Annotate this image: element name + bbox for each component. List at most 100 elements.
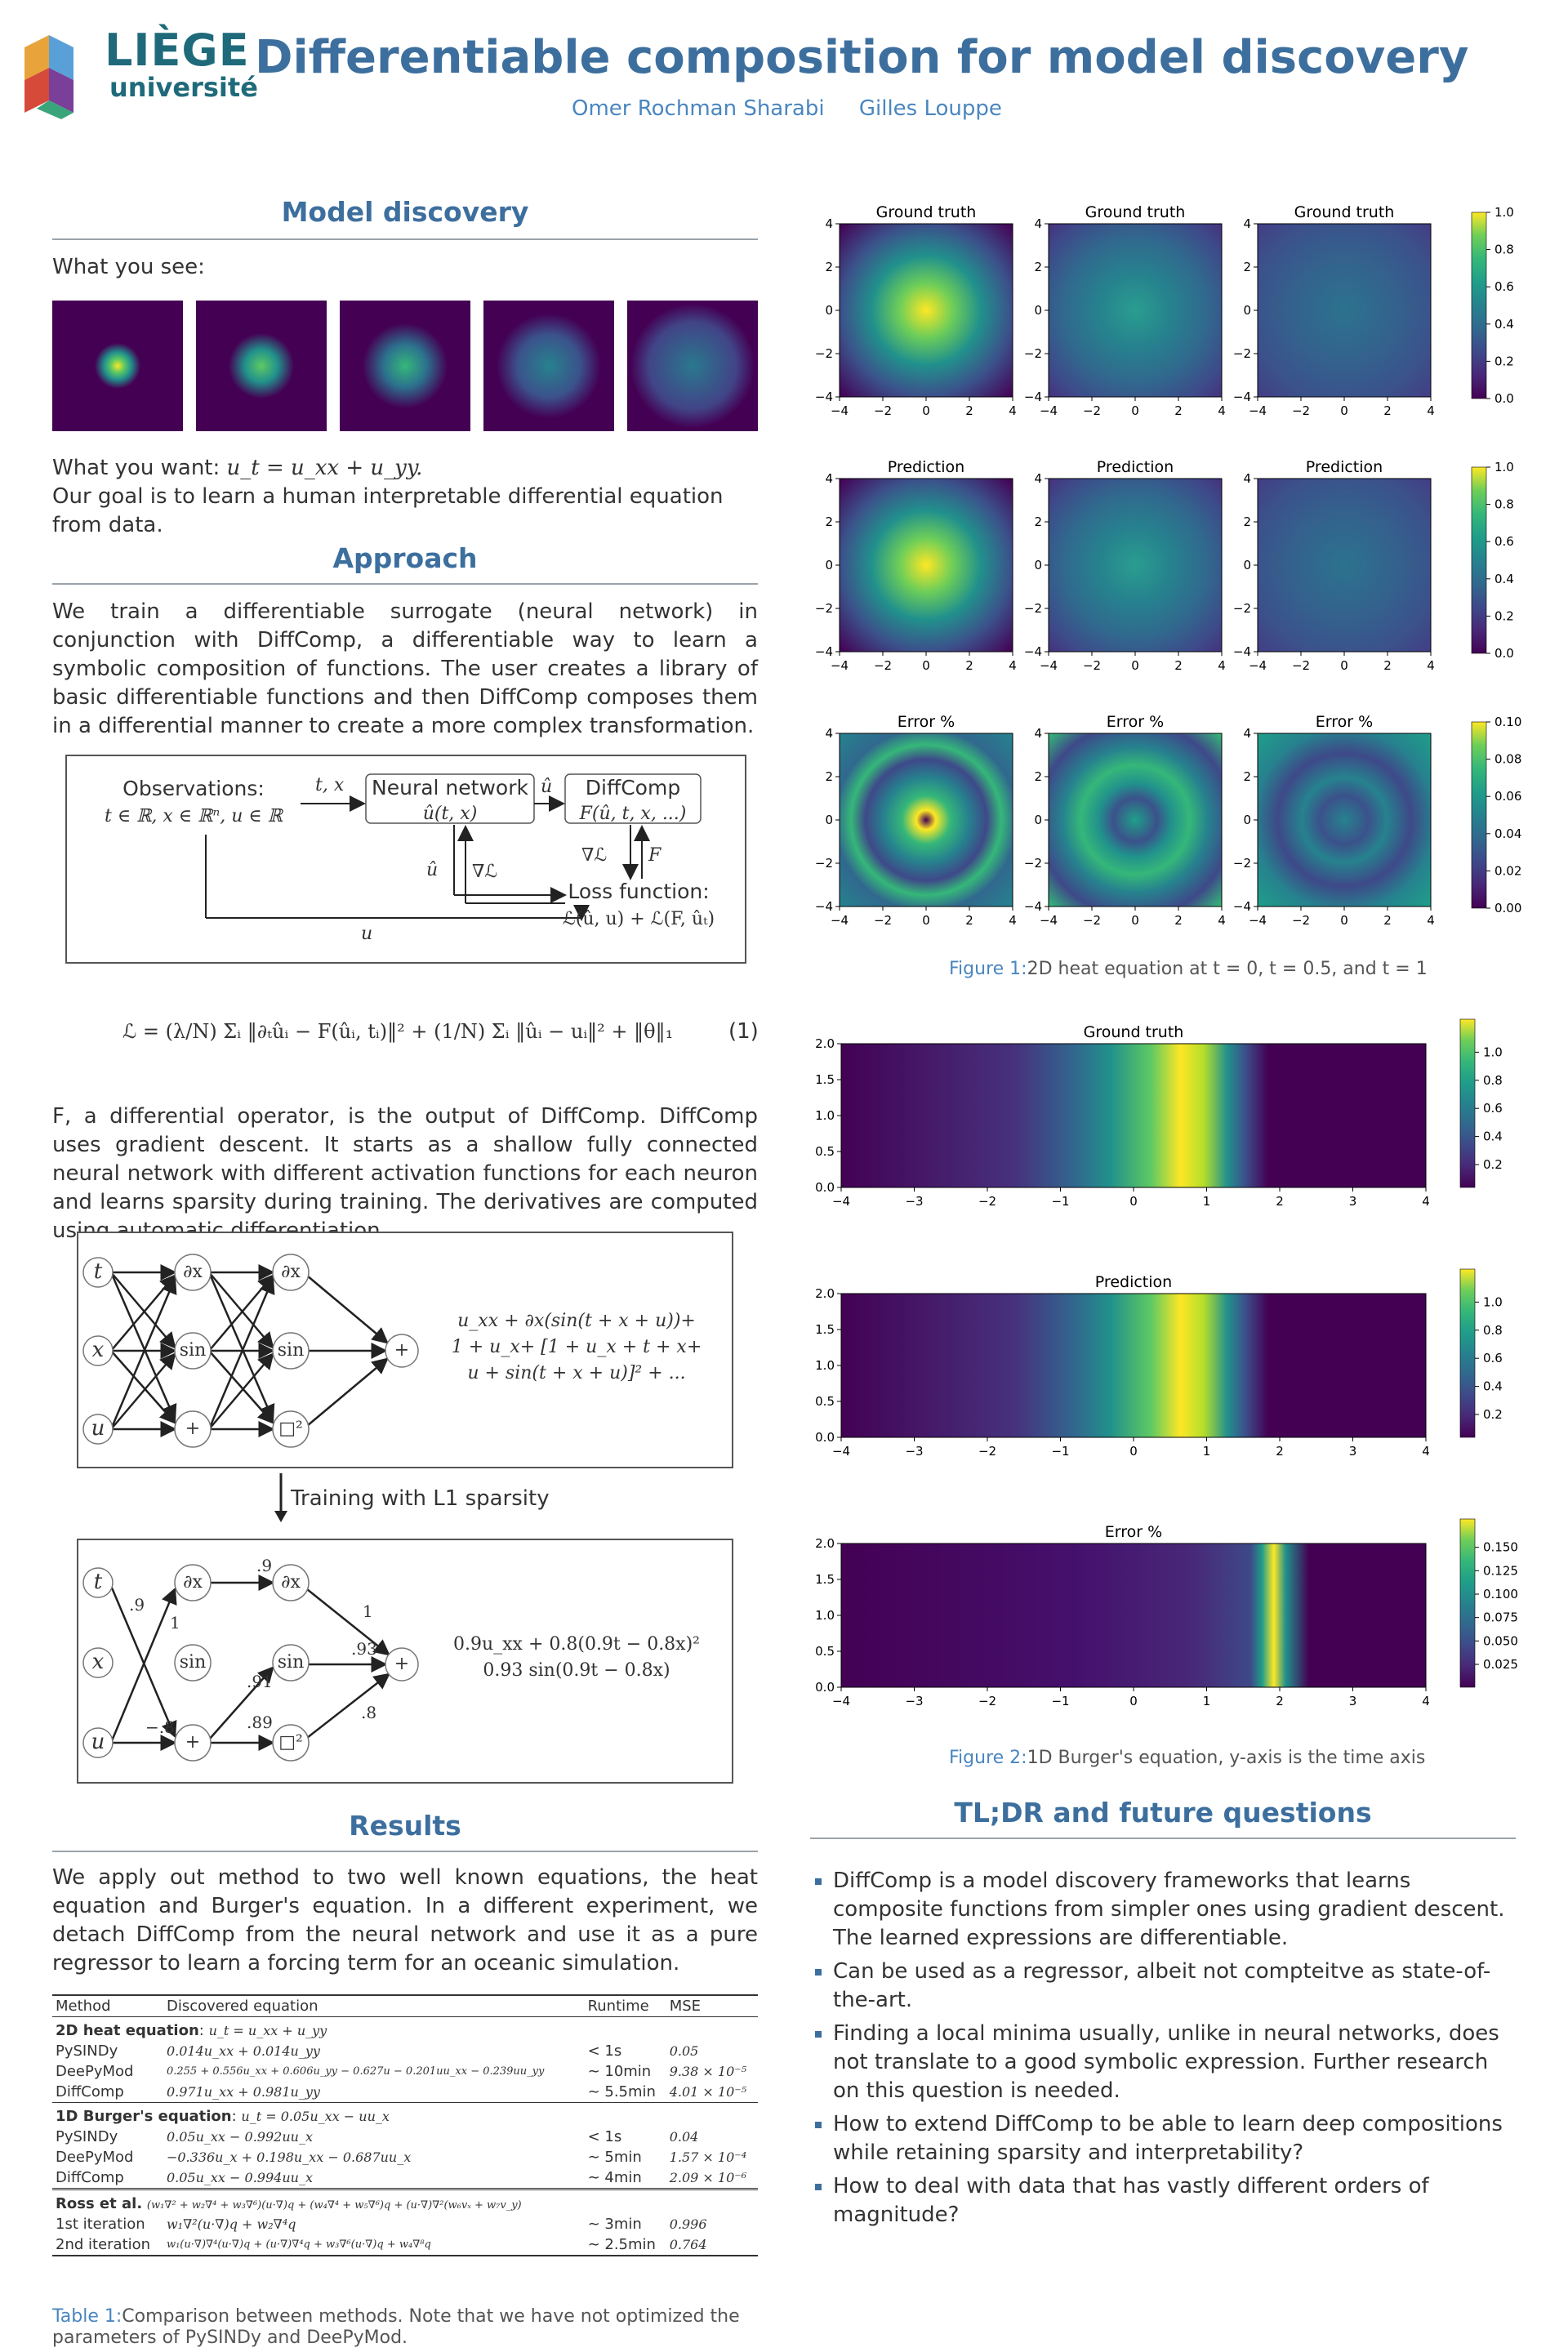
panel-title: Error % xyxy=(1107,713,1164,731)
x-tick-label: −2 xyxy=(1083,403,1101,418)
colorbar-tick-label: 0.04 xyxy=(1494,826,1521,841)
x-tick-label: 1 xyxy=(1203,1694,1211,1708)
colorbar-tick-label: 0.0 xyxy=(1494,391,1514,406)
y-tick-label: 4 xyxy=(1243,216,1251,231)
x-tick-label: 3 xyxy=(1349,1694,1357,1708)
section-rule xyxy=(52,238,758,240)
x-tick-label: 2 xyxy=(1383,658,1392,673)
training-label: Training with L1 sparsity xyxy=(291,1486,550,1511)
node-input-t: t xyxy=(93,1570,103,1594)
figure-2-heatmaps: Ground truth −4 −3 −2 −1 0 1 2 3 4 0.0 0.5 1.0 1.5 2.0… xyxy=(815,1018,1518,1708)
heatmap-panel xyxy=(1257,223,1432,398)
x-tick-label: 4 xyxy=(1218,913,1226,928)
y-tick-label: −2 xyxy=(1233,346,1251,361)
equation-number: (1) xyxy=(728,1019,759,1044)
group-heat: 2D heat equation: u_t = u_xx + u_yy xyxy=(56,2022,327,2039)
y-tick-label: 4 xyxy=(825,471,833,486)
node-l1-derivative: ∂x xyxy=(183,1572,203,1592)
panel-title: Prediction xyxy=(888,458,964,476)
x-tick-label: −4 xyxy=(832,1694,850,1708)
panel-title: Prediction xyxy=(1095,1273,1172,1291)
node-input-x: x xyxy=(91,1650,105,1674)
y-tick-label: −2 xyxy=(815,601,833,616)
colorbar-tick-label: 0.8 xyxy=(1494,243,1514,257)
neural-network-box: Neural network û(t, x) xyxy=(372,776,528,824)
y-tick-label: 2 xyxy=(1034,769,1042,784)
y-tick-label: 0 xyxy=(1243,558,1251,572)
table-row: DiffComp 0.971u_xx + 0.981u_yy ∼ 5.5min 4.0… xyxy=(52,2082,758,2103)
y-tick-label: 0.5 xyxy=(815,1394,835,1409)
y-tick-label: −4 xyxy=(815,644,833,659)
x-tick-label: −2 xyxy=(1292,403,1310,418)
x-tick-label: 4 xyxy=(1218,658,1226,673)
panel-title: Error % xyxy=(1316,713,1373,731)
x-tick-label: 4 xyxy=(1009,913,1017,928)
approach-diagram-arrows xyxy=(205,773,702,921)
colorbar-tick-label: 0.02 xyxy=(1494,863,1521,878)
colorbar-tick-label: 1.0 xyxy=(1483,1294,1503,1309)
university-logo xyxy=(24,35,74,119)
y-tick-label: 0.0 xyxy=(815,1680,835,1695)
weight-label: .91 xyxy=(247,1672,273,1691)
approach-heading: Approach xyxy=(332,542,478,574)
node-l1-sin: sin xyxy=(179,1652,207,1673)
y-tick-label: 1.0 xyxy=(815,1358,835,1373)
results-table: Method Discovered equation Runtime MSE 2… xyxy=(52,1994,758,2256)
x-tick-label: −1 xyxy=(1051,1444,1069,1459)
y-tick-label: 4 xyxy=(1034,216,1042,231)
y-tick-label: 1.5 xyxy=(815,1572,835,1587)
x-tick-label: 2 xyxy=(1383,913,1392,928)
x-tick-label: 2 xyxy=(1276,1694,1284,1708)
y-tick-label: 0.0 xyxy=(815,1180,835,1195)
y-tick-label: 0.5 xyxy=(815,1144,835,1159)
x-tick-label: 0 xyxy=(922,913,930,928)
colorbar-tick-label: 0.150 xyxy=(1483,1540,1518,1555)
colorbar-tick-label: 1.0 xyxy=(1494,205,1514,220)
colorbar-tick-label: 0.075 xyxy=(1483,1610,1518,1625)
loss-function-label: Loss function: ℒ(û, u) + ℒ(F, ûₜ) xyxy=(562,880,715,929)
y-tick-label: 4 xyxy=(1243,726,1251,741)
y-tick-label: 2 xyxy=(1243,769,1251,784)
y-tick-label: 2 xyxy=(1034,260,1042,274)
heatmap-panel xyxy=(1257,733,1432,907)
poster-title: Differentiable composition for model dis… xyxy=(255,31,1469,84)
node-input-t: t xyxy=(93,1259,103,1284)
node-l2-sin: sin xyxy=(277,1340,305,1361)
x-tick-label: −4 xyxy=(1040,913,1058,928)
authors: Omer Rochman Sharabi Gilles Louppe xyxy=(572,96,1030,121)
node-l1-sin: sin xyxy=(179,1340,207,1361)
y-tick-label: 0 xyxy=(825,813,833,827)
heatmap-panel xyxy=(840,1043,1427,1188)
y-tick-label: −4 xyxy=(1233,390,1251,404)
y-tick-label: 0 xyxy=(825,303,833,318)
node-input-u: u xyxy=(91,1730,105,1754)
weight-label: .9 xyxy=(256,1556,273,1575)
uhat-down-label: û xyxy=(426,860,439,880)
x-tick-label: 0 xyxy=(1129,1694,1138,1708)
table-caption: Table 1:Comparison between methods. Note… xyxy=(52,2306,740,2348)
node-input-u: u xyxy=(91,1416,105,1441)
x-tick-label: −4 xyxy=(1249,913,1267,928)
x-tick-label: 2 xyxy=(1276,1194,1284,1209)
list-item: How to deal with data that has vastly di… xyxy=(813,2172,1516,2230)
u-label: u xyxy=(361,924,373,944)
heatmap-panel xyxy=(840,1543,1427,1688)
x-tick-label: 0 xyxy=(922,658,930,673)
colorbar xyxy=(1471,721,1487,909)
colorbar-tick-label: 0.8 xyxy=(1483,1323,1503,1338)
section-rule xyxy=(52,583,758,585)
y-tick-label: −2 xyxy=(1024,856,1042,871)
x-tick-label: 2 xyxy=(965,913,973,928)
x-tick-label: 0 xyxy=(1129,1194,1138,1209)
colorbar-tick-label: 0.2 xyxy=(1483,1407,1503,1422)
x-tick-label: 2 xyxy=(1174,658,1183,673)
colorbar-tick-label: 0.6 xyxy=(1494,534,1514,549)
x-tick-label: 3 xyxy=(1349,1444,1357,1459)
col-equation: Discovered equation xyxy=(166,1998,318,2015)
observation-snapshots xyxy=(52,301,758,431)
y-tick-label: 4 xyxy=(1034,471,1042,486)
x-tick-label: −3 xyxy=(905,1694,923,1708)
y-tick-label: 1.5 xyxy=(815,1072,835,1087)
section-rule xyxy=(810,1838,1516,1839)
